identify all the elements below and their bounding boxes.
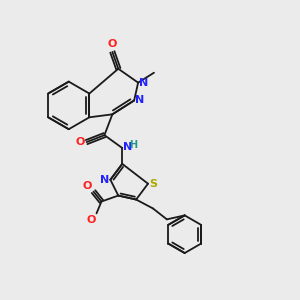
Text: O: O <box>82 181 92 190</box>
Text: N: N <box>139 78 148 88</box>
Text: S: S <box>149 179 157 189</box>
Text: O: O <box>75 137 85 147</box>
Text: N: N <box>100 175 110 185</box>
Text: O: O <box>86 215 95 225</box>
Text: N: N <box>123 142 133 152</box>
Text: H: H <box>129 140 137 150</box>
Text: O: O <box>108 39 117 49</box>
Text: N: N <box>135 95 144 106</box>
